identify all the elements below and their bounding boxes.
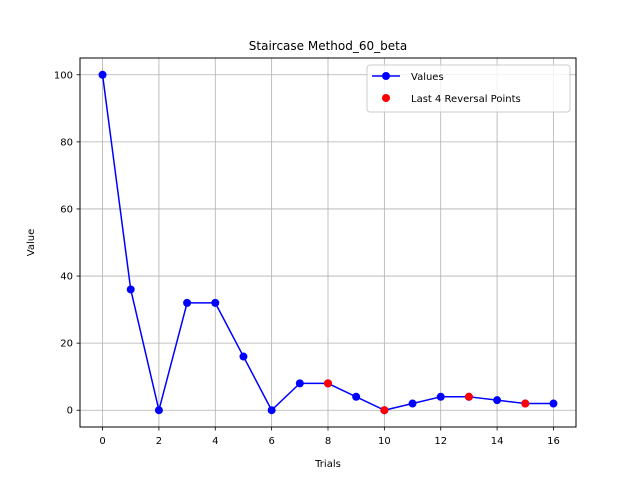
value-point (239, 352, 248, 361)
y-tick-label: 80 (60, 137, 73, 148)
chart-title: Staircase Method_60_beta (249, 39, 407, 53)
legend-values-marker (382, 72, 390, 80)
x-tick-label: 2 (156, 436, 162, 447)
legend-reversal-label: Last 4 Reversal Points (411, 94, 521, 105)
reversal-point (380, 406, 389, 415)
y-tick-label: 60 (60, 204, 73, 215)
value-point (408, 399, 417, 408)
grid (80, 58, 576, 427)
y-tick-label: 40 (60, 272, 73, 283)
reversal-point (464, 392, 473, 401)
y-tick-label: 0 (67, 406, 73, 417)
value-point (436, 392, 445, 401)
legend-values-label: Values (411, 72, 444, 83)
x-tick-label: 4 (212, 436, 218, 447)
value-point (493, 396, 502, 405)
axes: 0 2 4 6 8 10 12 14 16 0 20 40 60 80 100 (54, 70, 560, 447)
plot-frame (79, 57, 577, 428)
legend-box (366, 64, 571, 113)
y-tick-label: 100 (54, 70, 73, 81)
plot-series (98, 70, 558, 415)
x-tick-label: 8 (325, 436, 331, 447)
x-axis-title: Trials (314, 459, 341, 470)
value-point (126, 285, 135, 294)
x-tick-label: 10 (378, 436, 391, 447)
legend: Values Last 4 Reversal Points (366, 64, 571, 113)
reversal-point (521, 399, 530, 408)
y-tick-label: 20 (60, 339, 73, 350)
value-point (267, 406, 276, 415)
value-point (183, 298, 192, 307)
value-point (549, 399, 558, 408)
x-tick-label: 0 (99, 436, 105, 447)
value-point (211, 298, 220, 307)
value-point (154, 406, 163, 415)
x-tick-label: 16 (547, 436, 560, 447)
x-tick-label: 12 (434, 436, 447, 447)
value-point (98, 70, 107, 79)
legend-reversal-marker (382, 94, 390, 102)
value-point (352, 392, 361, 401)
x-tick-label: 6 (268, 436, 274, 447)
y-axis-title: Value (26, 229, 37, 256)
x-tick-label: 14 (491, 436, 504, 447)
value-point (295, 379, 304, 388)
reversal-point (324, 379, 332, 388)
